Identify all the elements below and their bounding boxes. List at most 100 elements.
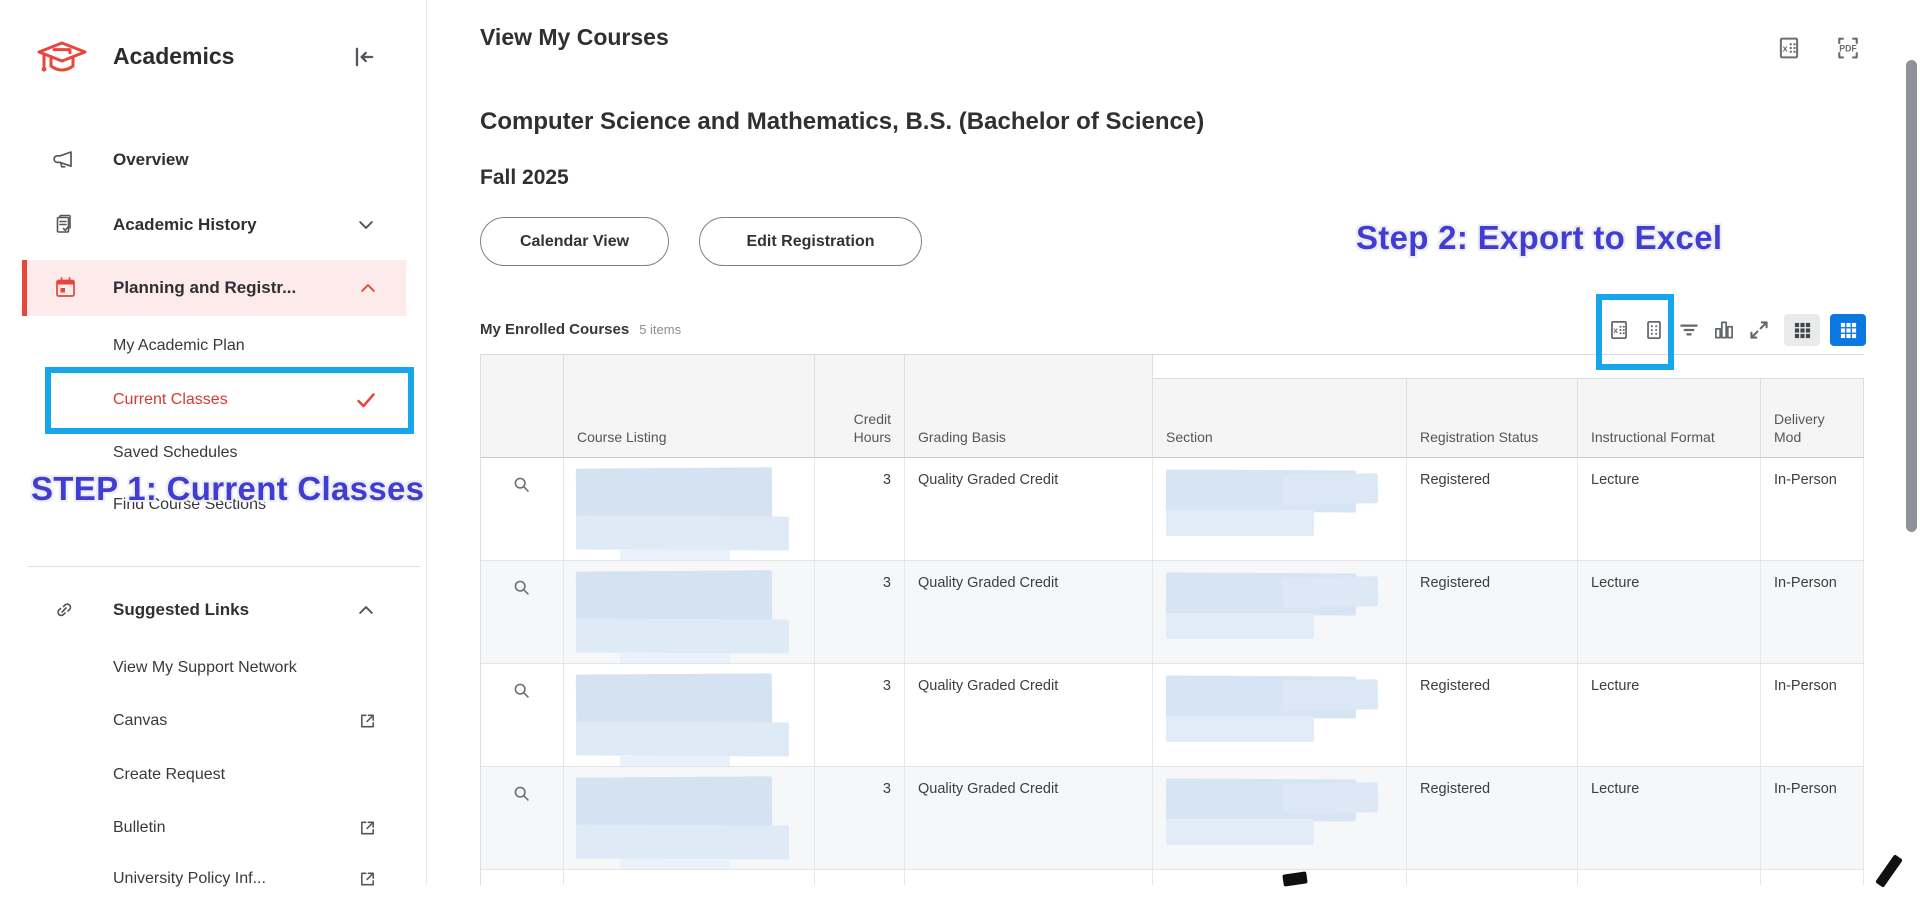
cell-credit-hours: 3 [815, 561, 905, 663]
search-icon[interactable] [511, 474, 533, 496]
sidebar-item-label: Create Request [113, 765, 226, 783]
svg-text:x: x [1613, 326, 1618, 335]
academic-history-icon [52, 213, 76, 237]
redacted-section [1163, 569, 1391, 661]
external-link-icon [357, 710, 378, 731]
checkmark-icon [354, 388, 378, 412]
search-icon[interactable] [511, 783, 533, 805]
column-header-credit-hours[interactable]: Credit Hours [815, 355, 905, 458]
expand-icon[interactable] [1746, 317, 1772, 343]
sidebar-item-overview[interactable]: Overview [0, 133, 426, 186]
calendar-icon [53, 276, 77, 300]
svg-text:x: x [1783, 43, 1789, 53]
cell-grading-basis: Quality Graded Credit [905, 561, 1153, 663]
sidebar-item-find-course-sections[interactable]: Find Course Sections [0, 478, 426, 531]
cell-credit-hours [815, 870, 905, 885]
column-header-section[interactable]: Section [1153, 378, 1407, 458]
cell-delivery-mode: In-Person [1761, 561, 1864, 663]
redacted-section [1163, 672, 1391, 764]
column-chart-icon[interactable] [1711, 317, 1737, 343]
sidebar-item-canvas[interactable]: Canvas [0, 694, 426, 747]
chevron-up-icon [356, 600, 376, 620]
redacted-course-listing [574, 569, 802, 663]
export-excel-icon[interactable]: x [1606, 317, 1632, 343]
link-icon [52, 598, 76, 622]
annotation-box-current-classes [45, 367, 414, 434]
column-header-delivery-mode[interactable]: Delivery Mod [1761, 378, 1864, 458]
grid-view-toggle[interactable] [1830, 314, 1866, 346]
sidebar-item-suggested-links[interactable]: Suggested Links [0, 583, 426, 636]
graduation-cap-icon [33, 36, 91, 76]
sidebar-item-view-my-support-network[interactable]: View My Support Network [0, 641, 426, 694]
collapse-sidebar-icon[interactable] [350, 43, 378, 71]
column-header-course-listing[interactable]: Course Listing [564, 355, 815, 458]
term-label: Fall 2025 [480, 166, 569, 189]
column-header-grading-basis[interactable]: Grading Basis [905, 355, 1153, 458]
column-header-search [481, 355, 564, 458]
sidebar-item-label: My Academic Plan [113, 336, 245, 354]
sidebar-divider [28, 566, 420, 567]
sidebar-item-create-request[interactable]: Create Request [0, 748, 426, 801]
cell-section [1153, 870, 1407, 885]
table-view-toggle[interactable] [1784, 314, 1820, 346]
screen-edge-artifact [1875, 854, 1903, 888]
cell-grading-basis [905, 870, 1153, 885]
table-item-count: 5 items [639, 322, 682, 337]
cell-registration-status [1407, 870, 1578, 885]
sidebar-item-label: Overview [113, 149, 189, 169]
sidebar-item-academic-history[interactable]: Academic History [0, 198, 426, 251]
cell-delivery-mode: In-Person [1761, 767, 1864, 869]
search-icon[interactable] [511, 680, 533, 702]
chevron-down-icon [356, 215, 376, 235]
redacted-course-listing [574, 466, 802, 560]
sidebar-item-university-policy[interactable]: University Policy Inf... [0, 852, 426, 905]
annotation-step2-text: Step 2: Export to Excel [1356, 219, 1723, 256]
sidebar-item-planning-registration[interactable]: Planning and Registr... [22, 260, 406, 316]
export-excel-icon[interactable]: x [1774, 33, 1804, 63]
cell-instructional-format: Lecture [1578, 767, 1761, 869]
table-row: 3 Quality Graded Credit Registered Lectu… [481, 664, 1864, 767]
cell-grading-basis: Quality Graded Credit [905, 664, 1153, 766]
sidebar-header: Academics [0, 28, 426, 86]
sidebar-item-saved-schedules[interactable]: Saved Schedules [0, 426, 426, 479]
vertical-scrollbar-thumb[interactable] [1906, 60, 1917, 532]
table-toolbar: x [1606, 313, 1866, 347]
redacted-course-listing [574, 775, 802, 869]
column-header-instructional-format[interactable]: Instructional Format [1578, 378, 1761, 458]
cell-grading-basis: Quality Graded Credit [905, 767, 1153, 869]
redacted-section [1163, 466, 1391, 558]
sidebar-item-bulletin[interactable]: Bulletin [0, 801, 426, 854]
edit-registration-button[interactable]: Edit Registration [699, 217, 922, 266]
table-header: Course Listing Credit Hours Grading Basi… [481, 355, 1864, 458]
table-row: 3 Quality Graded Credit Registered Lectu… [481, 767, 1864, 870]
cell-instructional-format [1578, 870, 1761, 885]
filter-icon[interactable] [1676, 317, 1702, 343]
sheet-icon[interactable] [1641, 317, 1667, 343]
table-title: My Enrolled Courses [480, 321, 630, 338]
calendar-view-button[interactable]: Calendar View [480, 217, 669, 266]
table-row: 3 Quality Graded Credit Registered Lectu… [481, 458, 1864, 561]
cell-credit-hours: 3 [815, 767, 905, 869]
cell-delivery-mode: In-Person [1761, 458, 1864, 560]
sidebar-item-label: Bulletin [113, 818, 166, 836]
sidebar-item-label: Academic History [113, 214, 257, 234]
sidebar-title: Academics [113, 43, 235, 69]
sidebar: Academics Overview Academic History [0, 0, 427, 887]
cell-delivery-mode: In-Person [1761, 664, 1864, 766]
external-link-icon [357, 817, 378, 838]
sidebar-item-current-classes[interactable]: Current Classes [0, 373, 426, 426]
sidebar-item-label: Planning and Registr... [113, 278, 297, 297]
export-pdf-icon[interactable]: PDF [1833, 33, 1863, 63]
megaphone-icon [52, 148, 76, 172]
sidebar-item-label: Suggested Links [113, 599, 250, 619]
cell-credit-hours: 3 [815, 664, 905, 766]
enrolled-courses-table: Course Listing Credit Hours Grading Basi… [480, 354, 1864, 885]
sidebar-item-label: University Policy Inf... [113, 869, 266, 887]
cell-grading-basis: Quality Graded Credit [905, 458, 1153, 560]
search-icon[interactable] [511, 577, 533, 599]
column-header-registration-status[interactable]: Registration Status [1407, 378, 1578, 458]
sidebar-item-my-academic-plan[interactable]: My Academic Plan [0, 319, 426, 372]
cell-registration-status: Registered [1407, 561, 1578, 663]
cell-registration-status: Registered [1407, 458, 1578, 560]
sidebar-item-label: Saved Schedules [113, 443, 238, 461]
